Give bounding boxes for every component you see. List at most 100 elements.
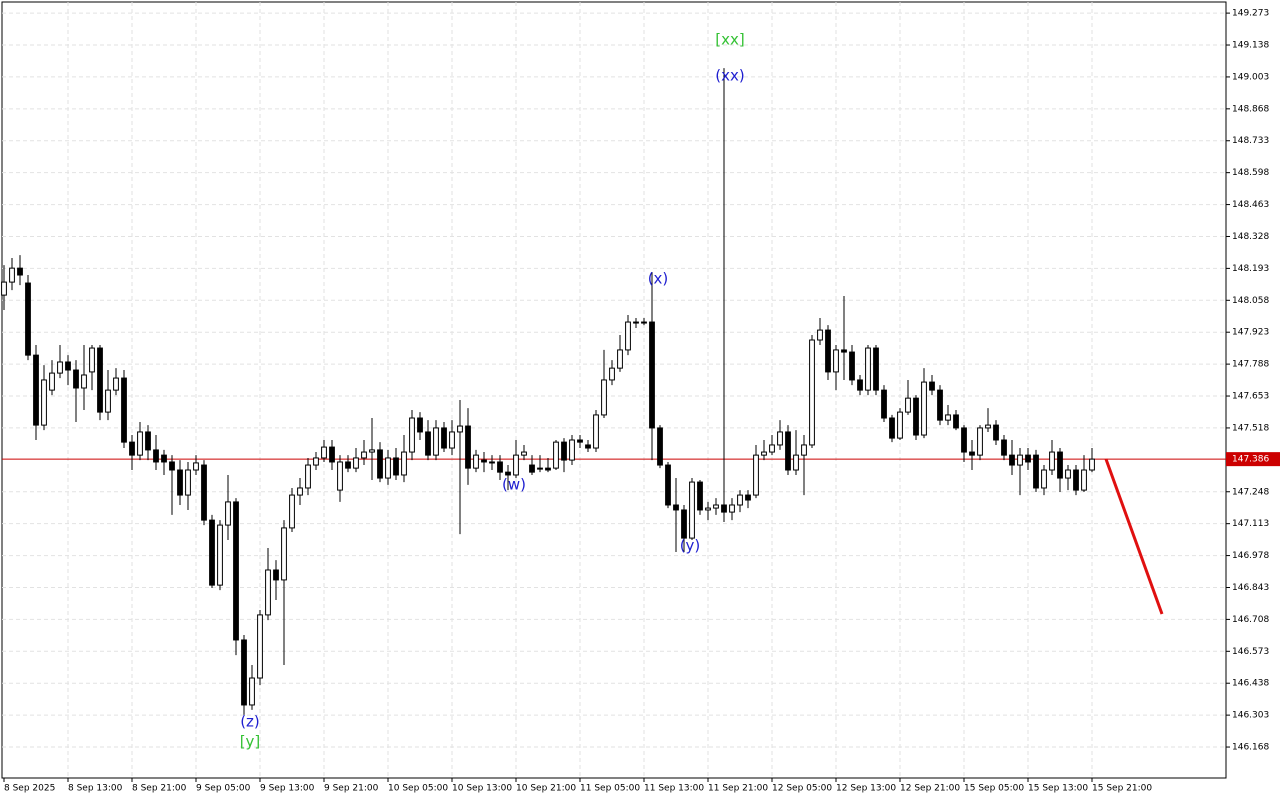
y-tick-label: 147.248 bbox=[1232, 487, 1269, 497]
candle-body bbox=[713, 504, 719, 509]
candle-body bbox=[585, 444, 591, 449]
candle-body bbox=[225, 501, 231, 526]
candle-body bbox=[193, 462, 199, 471]
x-tick-label: 8 Sep 2025 bbox=[4, 784, 55, 794]
y-tick-label: 148.058 bbox=[1232, 296, 1269, 306]
candle-body bbox=[889, 417, 895, 439]
candle-body bbox=[1, 281, 7, 296]
candle-body bbox=[393, 457, 399, 476]
wave-label: (z) bbox=[240, 712, 260, 730]
candle-body bbox=[241, 639, 247, 706]
candle-body bbox=[697, 481, 703, 511]
candle-body bbox=[649, 321, 655, 429]
candle-body bbox=[1057, 451, 1063, 479]
candle-body bbox=[881, 389, 887, 419]
x-tick-label: 15 Sep 05:00 bbox=[964, 784, 1024, 794]
candle-body bbox=[1049, 451, 1055, 471]
candle-body bbox=[161, 454, 167, 463]
candle-body bbox=[929, 381, 935, 391]
candle-body bbox=[593, 414, 599, 449]
candle-body bbox=[321, 446, 327, 459]
candle-body bbox=[169, 461, 175, 471]
y-tick-label: 148.463 bbox=[1232, 200, 1269, 210]
candle-body bbox=[145, 431, 151, 451]
candle-body bbox=[129, 441, 135, 456]
candle-body bbox=[217, 524, 223, 586]
candle-body bbox=[793, 454, 799, 471]
candle-body bbox=[177, 469, 183, 496]
candle-body bbox=[705, 507, 711, 511]
y-tick-label: 148.733 bbox=[1232, 136, 1269, 146]
candle-body bbox=[625, 321, 631, 351]
candle-body bbox=[81, 374, 87, 389]
candle-body bbox=[1041, 469, 1047, 489]
candle-body bbox=[417, 417, 423, 433]
candle-body bbox=[769, 444, 775, 453]
candle-body bbox=[329, 446, 335, 463]
candle-body bbox=[961, 427, 967, 453]
candle-body bbox=[409, 417, 415, 453]
candle-body bbox=[49, 372, 55, 391]
candle-body bbox=[953, 414, 959, 429]
candle-body bbox=[209, 519, 215, 586]
wave-label: [y] bbox=[240, 732, 261, 750]
candle-body bbox=[57, 361, 63, 374]
candle-body bbox=[745, 494, 751, 501]
candle-body bbox=[1001, 439, 1007, 456]
candle-body bbox=[89, 347, 95, 373]
candle-body bbox=[185, 469, 191, 496]
candle-body bbox=[385, 457, 391, 479]
candle-body bbox=[561, 441, 567, 461]
y-tick-label: 146.573 bbox=[1232, 647, 1269, 657]
candle-body bbox=[857, 379, 863, 391]
x-tick-label: 9 Sep 21:00 bbox=[324, 784, 379, 794]
candle-body bbox=[633, 321, 639, 324]
candle-body bbox=[369, 449, 375, 453]
candle-body bbox=[1009, 454, 1015, 466]
candle-body bbox=[1025, 454, 1031, 463]
candle-body bbox=[841, 349, 847, 353]
candle-body bbox=[481, 459, 487, 463]
candle-body bbox=[817, 329, 823, 341]
candle-body bbox=[729, 504, 735, 513]
x-tick-label: 10 Sep 13:00 bbox=[452, 784, 512, 794]
candle-body bbox=[945, 414, 951, 421]
candle-body bbox=[545, 467, 551, 471]
x-tick-label: 11 Sep 05:00 bbox=[580, 784, 640, 794]
candle-body bbox=[897, 411, 903, 439]
y-tick-label: 147.518 bbox=[1232, 423, 1269, 433]
candle-body bbox=[849, 351, 855, 381]
candle-body bbox=[777, 431, 783, 446]
wave-label: (x) bbox=[648, 270, 669, 288]
candle-body bbox=[969, 451, 975, 456]
x-tick-label: 11 Sep 21:00 bbox=[708, 784, 768, 794]
candle-body bbox=[761, 451, 767, 456]
candle-body bbox=[689, 481, 695, 539]
candle-body bbox=[825, 329, 831, 373]
candle-body bbox=[17, 267, 23, 276]
candle-body bbox=[153, 449, 159, 463]
candle-body bbox=[873, 347, 879, 391]
candle-body bbox=[801, 444, 807, 456]
y-tick-label: 146.708 bbox=[1232, 615, 1269, 625]
x-tick-label: 9 Sep 13:00 bbox=[260, 784, 315, 794]
y-tick-label: 147.923 bbox=[1232, 328, 1269, 338]
y-tick-label: 147.788 bbox=[1232, 360, 1269, 370]
candle-body bbox=[433, 427, 439, 456]
candle-body bbox=[977, 427, 983, 456]
candle-body bbox=[377, 449, 383, 479]
candle-body bbox=[265, 569, 271, 616]
candle-body bbox=[905, 397, 911, 413]
candle-body bbox=[921, 381, 927, 436]
x-tick-label: 12 Sep 21:00 bbox=[900, 784, 960, 794]
candle-body bbox=[73, 369, 79, 389]
y-tick-label: 148.598 bbox=[1232, 168, 1269, 178]
candle-body bbox=[1073, 469, 1079, 491]
candle-body bbox=[737, 494, 743, 506]
wave-label: (w) bbox=[502, 476, 526, 494]
candle-body bbox=[345, 461, 351, 469]
y-tick-label: 148.868 bbox=[1232, 104, 1269, 114]
